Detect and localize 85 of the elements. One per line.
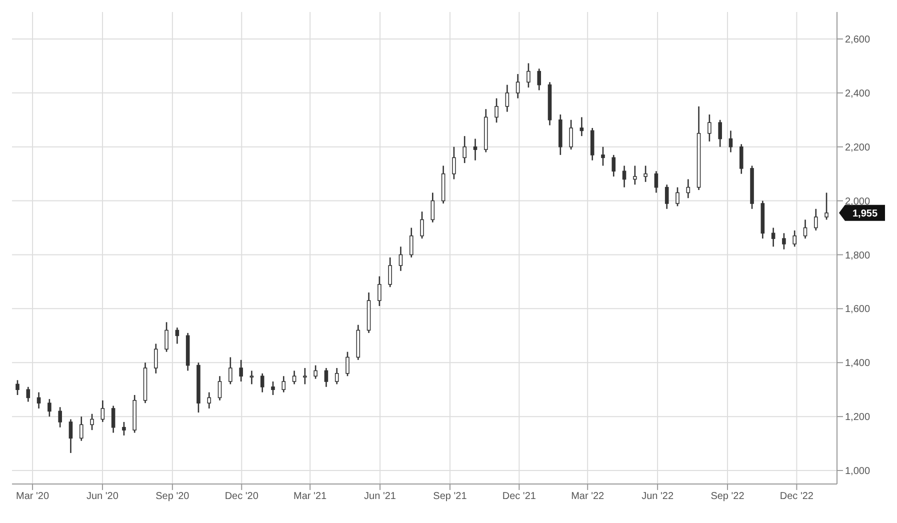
candlestick <box>792 230 796 248</box>
candlestick <box>271 380 275 396</box>
candlestick <box>324 367 328 388</box>
y-tick-label: 1,800 <box>845 250 870 262</box>
x-tick-label: Jun '21 <box>364 491 396 502</box>
candlestick <box>378 276 382 307</box>
candlestick <box>292 370 296 385</box>
candlestick <box>346 351 350 377</box>
x-tick-label: Sep '21 <box>433 491 468 502</box>
candlestick <box>664 184 669 210</box>
candlestick <box>250 370 254 385</box>
candlestick <box>239 359 243 382</box>
candlestick <box>803 219 808 240</box>
y-tick-label: 1,000 <box>845 466 870 478</box>
candlestick <box>526 62 530 88</box>
candlestick <box>122 421 126 436</box>
candlestick <box>622 165 626 188</box>
x-tick-label: Dec '22 <box>780 491 814 502</box>
x-tick-label: Sep '20 <box>156 491 190 502</box>
candlestick <box>718 119 722 148</box>
candlestick <box>676 186 680 207</box>
candlestick <box>58 406 62 428</box>
candlestick <box>26 386 30 402</box>
candlestick <box>686 178 690 199</box>
x-tick-label: Dec '21 <box>502 491 536 502</box>
y-tick-label: 2,400 <box>845 88 870 100</box>
candlestick <box>537 68 542 91</box>
x-tick-label: Mar '22 <box>571 491 605 502</box>
candlestick <box>207 392 212 410</box>
candlestick <box>68 418 73 454</box>
candlestick <box>824 192 828 220</box>
candlestick <box>36 392 41 410</box>
candlestick <box>164 322 168 352</box>
candlestick <box>334 367 339 385</box>
y-tick-label: 2,000 <box>845 196 870 208</box>
candlestick <box>814 208 818 232</box>
candlestick <box>644 165 648 183</box>
candlestick <box>154 343 158 374</box>
x-tick-label: Sep '22 <box>710 491 745 502</box>
candlestick <box>708 114 712 142</box>
candlestick <box>771 227 776 248</box>
candlestick <box>79 416 84 442</box>
candlestick <box>388 256 392 288</box>
candlestick <box>430 192 435 224</box>
x-tick-label: Dec '20 <box>224 491 259 502</box>
x-tick-label: Mar '20 <box>16 491 50 502</box>
candlestick <box>228 356 232 385</box>
candlestick <box>452 146 456 180</box>
candlestick <box>282 375 286 393</box>
candlestick <box>569 119 573 150</box>
candlestick <box>420 210 424 240</box>
candlestick <box>654 170 658 194</box>
y-tick-label: 1,600 <box>845 304 870 316</box>
candlestick <box>494 98 498 124</box>
candlestick <box>462 135 466 164</box>
candlestick <box>612 154 616 178</box>
candlestick <box>16 380 20 396</box>
y-tick-label: 1,200 <box>845 412 870 424</box>
y-tick-label: 1,400 <box>845 358 870 370</box>
x-tick-label: Jun '22 <box>642 491 674 502</box>
candlestick <box>633 165 637 186</box>
candlestick <box>739 144 744 174</box>
candlestick <box>409 227 414 258</box>
candlestick <box>111 405 116 434</box>
candlestick <box>601 146 605 166</box>
candlestick <box>580 116 584 137</box>
x-tick-label: Jun '20 <box>86 491 119 502</box>
x-tick-label: Mar '21 <box>294 491 328 502</box>
candlestick <box>303 367 307 385</box>
candlestick <box>473 138 478 161</box>
y-tick-label: 2,600 <box>845 34 870 46</box>
candlestick <box>48 398 52 418</box>
candlestick <box>782 232 786 250</box>
candlestick <box>505 84 510 112</box>
candlestick <box>260 372 264 393</box>
candlestick <box>100 400 105 423</box>
candlestick <box>516 73 520 99</box>
candlestick <box>728 130 733 153</box>
candlestick <box>314 364 318 380</box>
candlestick <box>90 413 94 431</box>
candlestick <box>218 375 222 402</box>
candlestick <box>175 326 180 344</box>
annotation: 1,955 <box>852 208 878 220</box>
candlestick <box>398 246 403 272</box>
y-tick-label: 2,200 <box>845 142 870 154</box>
